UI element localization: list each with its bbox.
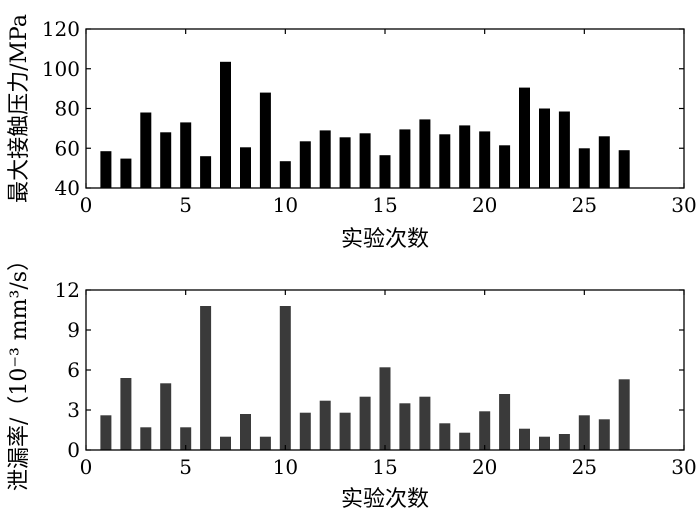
x-axis-title: 实验次数 (341, 227, 429, 252)
y-tick-label: 9 (67, 318, 80, 342)
bar-22 (519, 428, 530, 450)
bar-26 (598, 136, 610, 188)
x-tick-label: 0 (80, 455, 93, 479)
bar-25 (578, 415, 590, 450)
bar-7 (220, 61, 231, 188)
y-tick-label: 6 (67, 358, 80, 382)
bar-22 (519, 87, 530, 188)
x-tick-label: 15 (372, 455, 397, 479)
bar-11 (299, 141, 311, 188)
x-tick-label: 10 (273, 193, 298, 217)
bar-9 (259, 92, 271, 188)
y-tick-label: 80 (55, 97, 80, 121)
bar-16 (399, 403, 411, 450)
bar-6 (200, 156, 212, 188)
bar-4 (160, 383, 172, 450)
bar-20 (479, 411, 491, 450)
bar-17 (419, 396, 431, 450)
bar-26 (598, 419, 610, 450)
bar-14 (359, 133, 371, 188)
bar-1 (100, 415, 112, 450)
y-tick-label: 120 (42, 17, 80, 41)
bar-27 (618, 379, 630, 450)
bar-5 (180, 427, 192, 450)
bar-9 (259, 436, 271, 450)
x-tick-label: 0 (80, 193, 93, 217)
y-tick-label: 12 (55, 278, 80, 302)
bar-7 (220, 436, 231, 450)
bar-10 (279, 306, 291, 450)
y-tick-label: 0 (67, 438, 80, 462)
bar-8 (240, 147, 251, 188)
bar-11 (299, 412, 311, 450)
bar-2 (120, 378, 132, 450)
bar-20 (479, 131, 491, 188)
bar-16 (399, 129, 411, 188)
bar-15 (379, 155, 391, 188)
y-tick-label: 60 (55, 136, 80, 160)
bar-5 (180, 122, 192, 188)
x-tick-label: 15 (372, 193, 397, 217)
bar-3 (140, 427, 152, 450)
bar-27 (618, 150, 630, 188)
bar-21 (499, 145, 511, 188)
x-tick-label: 30 (671, 193, 696, 217)
chart-max-contact-pressure: 0 5 10 15 20 25 30 40 60 80 100 120 实验次数 最大接触压力/MPa (7, 14, 697, 252)
bar-18 (439, 423, 451, 450)
chart-leakage-rate: 0 5 10 15 20 25 30 0 3 6 9 12 实验次数 泄漏率/（10⁻³ mm³/s） (7, 249, 697, 510)
bar-13 (339, 412, 351, 450)
x-tick-label: 5 (179, 455, 192, 479)
bar-21 (499, 394, 511, 450)
bar-18 (439, 134, 451, 188)
x-tick-label: 25 (572, 455, 597, 479)
bar-19 (459, 125, 471, 188)
x-tick-label: 5 (179, 193, 192, 217)
bar-23 (539, 108, 550, 188)
y-axis-title: 最大接触压力/MPa (7, 14, 32, 203)
bar-14 (359, 396, 371, 450)
x-tick-label: 20 (472, 455, 497, 479)
y-tick-label: 100 (42, 57, 80, 81)
bar-1 (100, 151, 112, 188)
x-tick-label: 20 (472, 193, 497, 217)
bar-17 (419, 119, 431, 188)
bar-2 (120, 158, 132, 188)
bar-8 (240, 414, 251, 450)
bar-12 (319, 400, 331, 450)
x-tick-label: 30 (671, 455, 696, 479)
bar-23 (539, 436, 550, 450)
x-tick-label: 10 (273, 455, 298, 479)
bar-4 (160, 132, 172, 188)
bar-25 (578, 148, 590, 189)
bar-13 (339, 137, 351, 188)
y-axis-title: 泄漏率/（10⁻³ mm³/s） (7, 249, 32, 491)
bar-12 (319, 130, 331, 188)
y-tick-label: 40 (55, 176, 80, 200)
bar-6 (200, 306, 212, 450)
bar-19 (459, 432, 471, 450)
bar-15 (379, 367, 391, 450)
x-axis-title: 实验次数 (341, 487, 429, 510)
x-tick-label: 25 (572, 193, 597, 217)
y-tick-label: 3 (67, 398, 80, 422)
bar-3 (140, 112, 152, 188)
bar-24 (558, 111, 570, 188)
bar-10 (279, 161, 291, 188)
bar-24 (558, 434, 570, 450)
